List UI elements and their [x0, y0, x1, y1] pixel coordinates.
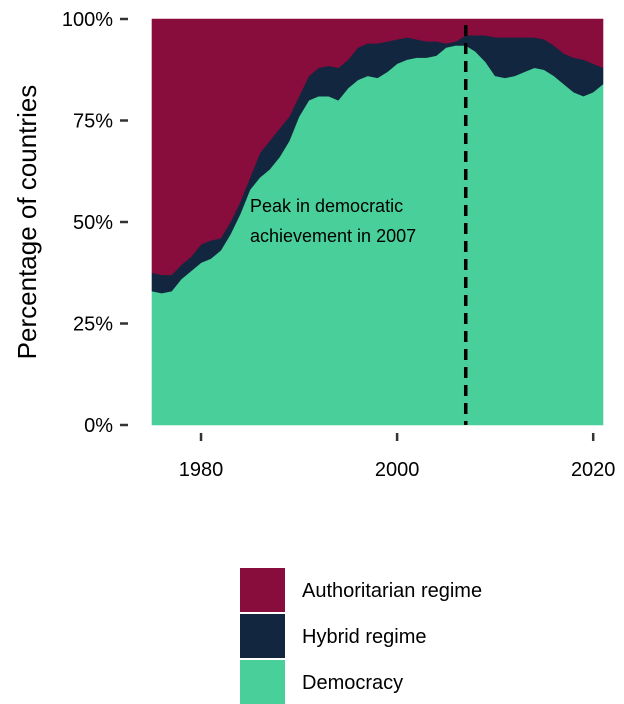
y-tick-label: 0%	[84, 415, 113, 437]
annotation-line-1: Peak in democratic	[250, 196, 403, 216]
legend-label-democracy: Democracy	[302, 672, 403, 694]
x-axis: 1980 2000 2020	[179, 433, 616, 481]
x-tick-label: 1980	[179, 459, 224, 481]
legend-label-authoritarian-regime: Authoritarian regime	[302, 580, 482, 602]
legend-label-hybrid-regime: Hybrid regime	[302, 626, 426, 648]
annotation-line-2: achievement in 2007	[250, 226, 416, 246]
y-tick-label: 50%	[73, 212, 113, 234]
y-tick-label: 25%	[73, 314, 113, 336]
legend-swatch-democracy	[240, 660, 285, 704]
y-tick-label: 100%	[62, 9, 113, 31]
legend: Authoritarian regime Hybrid regime Democra…	[240, 568, 482, 704]
x-tick-label: 2020	[571, 459, 616, 481]
area-layers	[152, 19, 603, 425]
legend-swatch-hybrid-regime	[240, 614, 285, 658]
legend-swatch-authoritarian-regime	[240, 568, 285, 612]
y-axis: 0% 25% 50% 75% 100%	[62, 9, 128, 437]
y-tick-label: 75%	[73, 111, 113, 133]
x-tick-label: 2000	[375, 459, 420, 481]
y-axis-title: Percentage of countries	[12, 85, 42, 360]
